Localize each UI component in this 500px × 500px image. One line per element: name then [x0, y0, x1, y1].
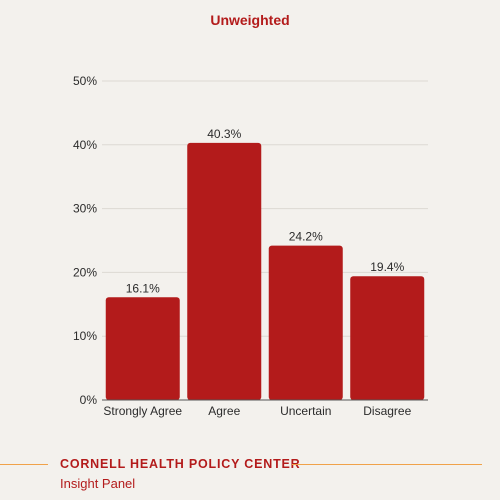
y-tick-label: 20%	[73, 265, 97, 279]
x-tick-label: Strongly Agree	[103, 404, 182, 418]
y-tick-label: 0%	[80, 393, 98, 407]
x-tick-label: Disagree	[363, 404, 411, 418]
y-tick-label: 10%	[73, 329, 97, 343]
y-tick-label: 30%	[73, 202, 97, 216]
bar	[187, 142, 262, 401]
x-tick-label: Agree	[208, 404, 240, 418]
bar	[105, 297, 180, 400]
bar	[268, 245, 343, 400]
y-tick-label: 40%	[73, 138, 97, 152]
data-label: 24.2%	[289, 230, 323, 244]
footer-divider-left	[0, 464, 48, 465]
organization-name: CORNELL HEALTH POLICY CENTER	[60, 457, 301, 471]
chart-title: Unweighted	[210, 12, 290, 28]
panel-name: Insight Panel	[60, 476, 136, 491]
footer-divider-right	[292, 464, 482, 465]
y-tick-label: 50%	[73, 74, 97, 88]
data-label: 40.3%	[207, 127, 241, 141]
data-label: 19.4%	[370, 260, 404, 274]
x-tick-label: Uncertain	[280, 404, 331, 418]
data-label: 16.1%	[126, 281, 160, 295]
bar	[350, 276, 425, 400]
